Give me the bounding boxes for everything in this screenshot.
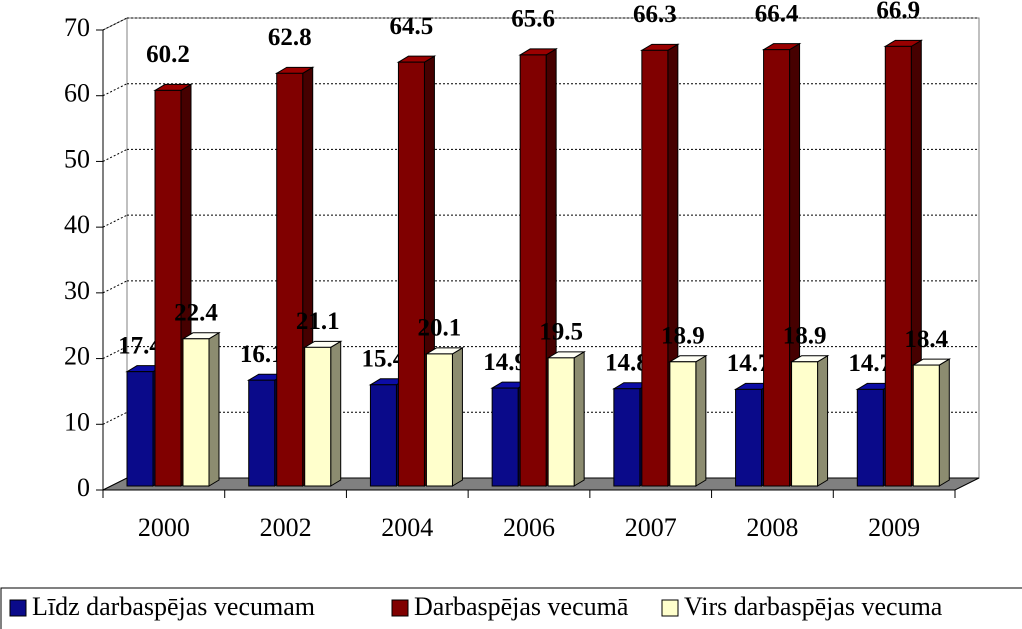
grid-line [102,411,128,425]
bar [641,49,669,487]
grid-line [102,214,128,228]
value-label: 62.8 [268,24,312,51]
value-label: 66.4 [755,0,799,27]
bar-group [396,55,437,487]
bar-group [911,358,952,487]
bar [669,361,697,487]
bar-group [424,347,465,487]
y-tick-label: 40 [64,210,90,239]
x-tick-label: 2004 [381,513,433,542]
y-tick-label: 20 [64,342,90,371]
legend-box [0,587,1022,629]
bar-side [451,347,463,487]
bar [547,357,575,487]
y-tick-label: 60 [64,79,90,108]
bar-group [668,354,708,487]
value-label: 60.2 [146,41,190,68]
bar [425,353,453,487]
value-label: 19.5 [539,319,583,346]
y-tick-label: 10 [64,407,90,436]
grid-line [102,17,128,31]
x-tick-label: 2009 [868,513,920,542]
legend-swatch [9,599,27,617]
bar-side [695,354,707,487]
x-tick-label: 2008 [746,513,798,542]
bar [397,61,425,487]
legend-swatch [391,599,409,617]
value-label: 20.1 [418,315,462,342]
bar [735,388,763,487]
value-label: 66.9 [876,0,920,24]
bar [248,379,276,487]
bar [856,388,884,487]
x-tick-label: 2000 [138,513,190,542]
legend-label: Līdz darbaspējas vecumam [32,592,315,621]
legend-swatch [661,599,679,617]
bar-group [789,354,830,487]
bar [154,89,182,487]
bar [369,384,397,487]
bar [519,54,547,487]
bar [126,371,154,487]
bar-side [330,340,342,487]
bar [276,72,304,487]
bar [791,361,819,487]
x-tick-label: 2007 [625,513,677,542]
y-tick-label: 50 [64,144,90,173]
bar [491,387,519,487]
value-label: 64.5 [390,13,434,40]
value-label: 65.6 [511,6,555,33]
legend-label: Virs darbaspējas vecuma [684,592,943,621]
bar-group [181,331,221,487]
value-label: 22.4 [174,300,218,327]
bar [613,388,641,487]
grid-line [102,280,128,294]
grid-line [102,83,128,97]
value-label: 18.9 [783,323,827,350]
y-tick-label: 70 [64,13,90,42]
bar [763,49,791,487]
value-label: 66.3 [633,1,677,28]
side-wall [102,17,128,491]
bar [304,346,332,487]
y-tick-label: 30 [64,276,90,305]
bar [182,338,210,487]
x-tick-label: 2006 [503,513,555,542]
bar-side [208,331,220,487]
y-tick-label: 0 [77,473,90,502]
bar [912,364,940,487]
bar-side [938,358,950,487]
value-label: 18.4 [904,326,948,353]
bar-group [302,340,343,487]
value-label: 21.1 [296,308,340,335]
grid-line [102,346,128,360]
bar-group [546,350,586,487]
value-label: 18.9 [661,323,705,350]
legend-label: Darbaspējas vecumā [414,592,629,621]
bar [884,45,912,487]
grid-line [102,148,128,162]
bar-side [573,350,585,487]
x-tick-label: 2002 [260,513,312,542]
bar-side [817,354,829,487]
